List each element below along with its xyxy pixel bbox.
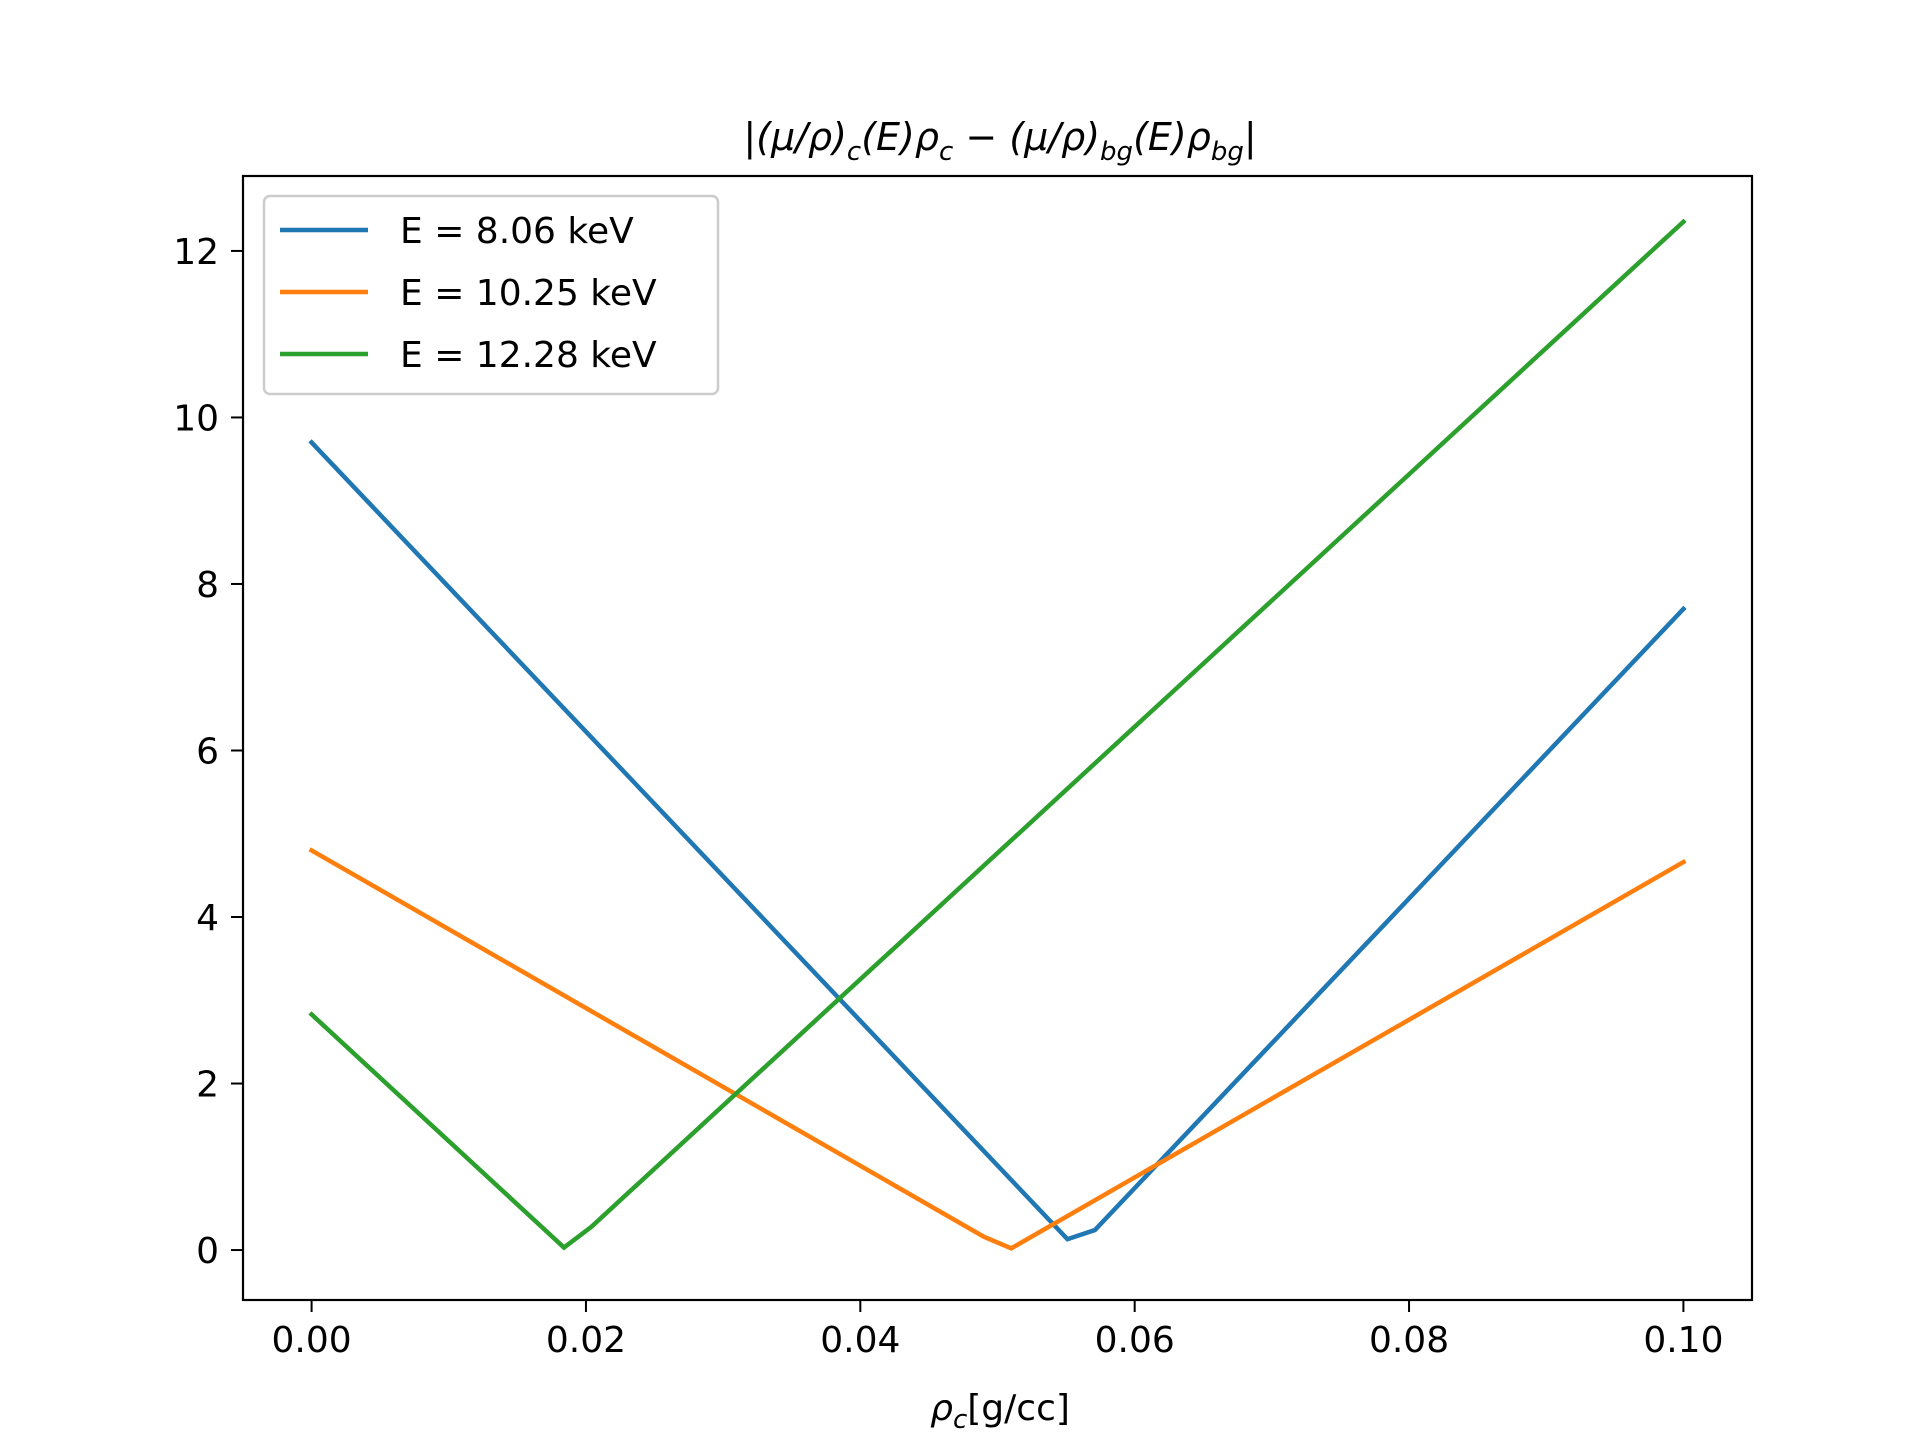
x-axis-label: ρc[g/cc] xyxy=(930,1388,1070,1435)
legend-box xyxy=(262,194,720,396)
x-tick-label: 0.04 xyxy=(820,1320,900,1361)
series-layer xyxy=(308,218,1687,1251)
series-line-2 xyxy=(308,847,1687,1251)
legend-label-3: E = 12.28 keV xyxy=(400,335,657,376)
legend-label-2: E = 10.25 keV xyxy=(400,273,657,314)
y-tick-label: 6 xyxy=(196,731,219,772)
series-line-1 xyxy=(308,439,1687,1242)
x-tick-label: 0.02 xyxy=(546,1320,626,1361)
y-axis-ticks: 0 2 4 6 8 10 12 xyxy=(173,232,243,1272)
x-tick-label: 0.06 xyxy=(1095,1320,1175,1361)
x-axis-ticks: 0.00 0.02 0.04 0.06 0.08 0.10 xyxy=(272,1300,1723,1361)
y-tick-label: 12 xyxy=(173,232,219,273)
plot-area: 0.00 0.02 0.04 0.06 0.08 0.10 0 2 4 6 8 10 12 xyxy=(173,174,1754,1361)
y-tick-label: 2 xyxy=(196,1065,219,1106)
legend-entries: E = 8.06 keV E = 10.25 keV E = 12.28 keV xyxy=(280,211,657,376)
legend: E = 8.06 keV E = 10.25 keV E = 12.28 keV xyxy=(262,194,720,396)
x-tick-label: 0.00 xyxy=(272,1320,352,1361)
x-tick-label: 0.08 xyxy=(1369,1320,1449,1361)
axes-frame xyxy=(241,174,1754,1302)
x-tick-label: 0.10 xyxy=(1643,1320,1723,1361)
series-line-3 xyxy=(308,218,1687,1251)
y-tick-label: 0 xyxy=(196,1231,219,1272)
y-tick-label: 8 xyxy=(196,565,219,606)
legend-label-1: E = 8.06 keV xyxy=(400,211,634,252)
y-tick-label: 4 xyxy=(196,898,219,939)
chart-title: |(μ/ρ)c(E)ρc − (μ/ρ)bg(E)ρbg| xyxy=(743,115,1256,167)
y-tick-label: 10 xyxy=(173,398,219,439)
